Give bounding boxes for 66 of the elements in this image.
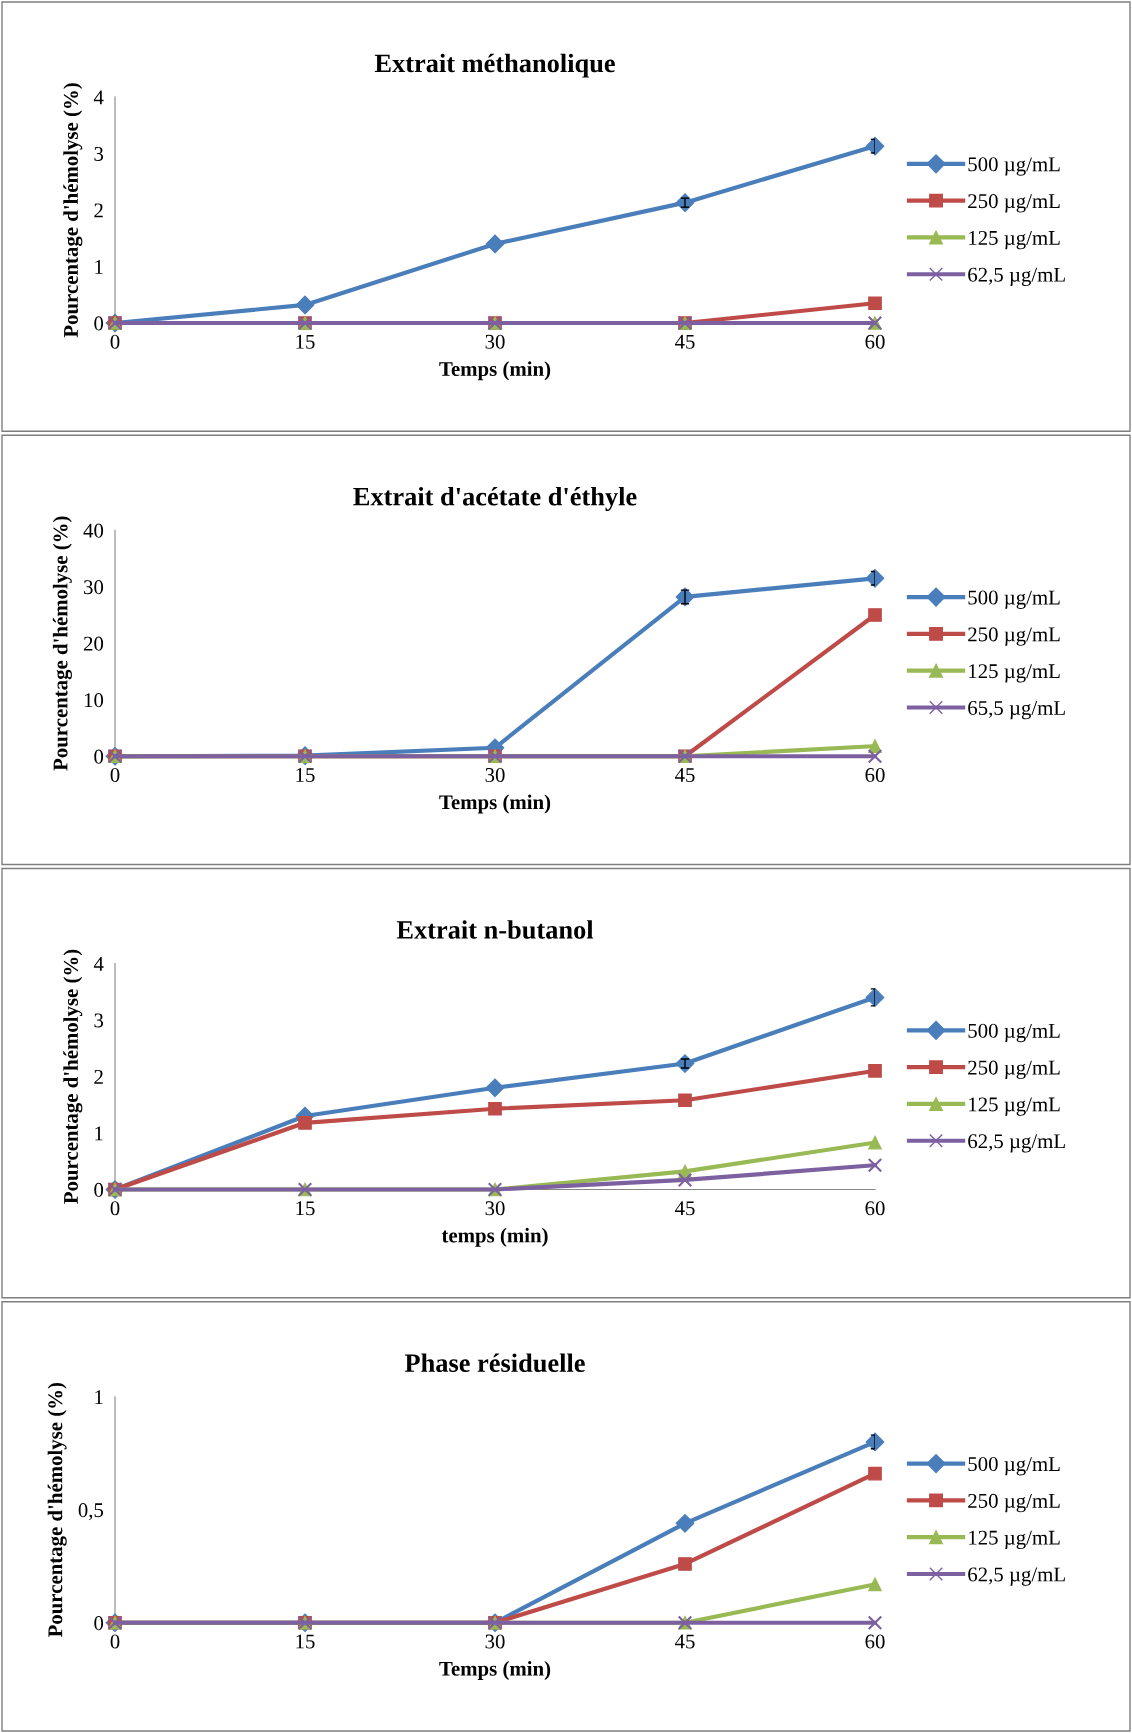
x-tick-label: 0 xyxy=(110,334,120,349)
x-tick-label: 30 xyxy=(485,1634,505,1649)
x-tick-label: 45 xyxy=(674,768,695,783)
legend-label: 250 µg/mL xyxy=(968,1060,1060,1079)
x-tick-label: 60 xyxy=(865,767,885,783)
x-tick-label: 30 xyxy=(485,334,505,349)
y-axis-title: Pourcentage d'hémolyse (%) xyxy=(63,83,83,338)
legend-label: 62,5 µg/mL xyxy=(968,1567,1065,1586)
chart-title: Phase résiduelle xyxy=(404,1353,585,1373)
y-tick-label: 4 xyxy=(93,957,104,971)
y-tick-label: 3 xyxy=(94,146,104,161)
legend-label: 125 µg/mL xyxy=(969,664,1060,683)
y-axis-title: Pourcentage d'hémolyse (%) xyxy=(47,1382,67,1638)
legend-label: 125 µg/mL xyxy=(969,1097,1060,1116)
legend-label: 62,5 µg/mL xyxy=(968,1134,1065,1153)
chart-title: Extrait d'acétate d'éthyle xyxy=(353,486,637,511)
y-tick-label: 0 xyxy=(94,316,104,331)
x-tick-label: 15 xyxy=(296,1634,315,1649)
y-tick-label: 20 xyxy=(83,636,104,651)
y-tick-label: 3 xyxy=(94,1013,104,1028)
legend-label: 500 µg/mL xyxy=(968,590,1060,609)
legend-label: 500 µg/mL xyxy=(968,157,1060,176)
legend-label: 65,5 µg/mL xyxy=(968,700,1065,720)
y-tick-label: 1 xyxy=(95,1126,103,1141)
x-tick-label: 30 xyxy=(485,767,505,783)
y-tick-label: 2 xyxy=(94,203,103,218)
legend-label: 500 µg/mL xyxy=(968,1023,1060,1043)
y-axis-title: Pourcentage d'hémolyse (%) xyxy=(52,516,72,771)
y-tick-label: 0,5 xyxy=(78,1503,104,1521)
x-tick-label: 45 xyxy=(674,334,695,349)
y-tick-label: 1 xyxy=(95,1390,103,1404)
legend-label: 125 µg/mL xyxy=(969,1530,1060,1549)
x-axis-title: Temps (min) xyxy=(439,794,551,814)
x-tick-label: 30 xyxy=(485,1201,505,1216)
legend-label: 250 µg/mL xyxy=(968,627,1060,646)
x-tick-label: 45 xyxy=(674,1634,695,1649)
y-tick-label: 2 xyxy=(94,1069,103,1084)
legend-label: 125 µg/mL xyxy=(969,230,1060,250)
chart-title: Extrait méthanolique xyxy=(374,53,615,78)
legend-label: 250 µg/mL xyxy=(968,1493,1060,1513)
x-tick-label: 15 xyxy=(296,334,315,349)
y-tick-label: 0 xyxy=(94,749,104,764)
y-tick-label: 0 xyxy=(94,1182,104,1197)
x-tick-label: 60 xyxy=(865,1634,885,1649)
x-axis-title: temps (min) xyxy=(441,1227,548,1247)
legend-label: 250 µg/mL xyxy=(968,194,1060,213)
chart-title: Extrait n-butanol xyxy=(396,920,594,939)
y-tick-label: 0 xyxy=(94,1616,104,1631)
x-tick-label: 0 xyxy=(110,767,120,783)
y-tick-label: 30 xyxy=(84,580,104,595)
x-tick-label: 60 xyxy=(865,1201,885,1216)
x-tick-label: 60 xyxy=(865,334,885,349)
x-tick-label: 45 xyxy=(674,1201,695,1216)
y-axis-title: Pourcentage d'hémolyse (%) xyxy=(63,949,83,1204)
legend-label: 62,5 µg/mL xyxy=(968,267,1065,287)
x-axis-title: Temps (min) xyxy=(439,1661,551,1680)
y-tick-label: 4 xyxy=(93,90,104,105)
x-tick-label: 15 xyxy=(296,768,315,783)
x-tick-label: 0 xyxy=(110,1634,120,1649)
x-tick-label: 0 xyxy=(110,1201,120,1216)
y-tick-label: 1 xyxy=(95,259,103,274)
x-tick-label: 15 xyxy=(296,1201,315,1216)
x-axis-title: Temps (min) xyxy=(439,361,551,381)
y-tick-label: 10 xyxy=(84,693,104,708)
y-tick-label: 40 xyxy=(83,523,104,538)
legend-label: 500 µg/mL xyxy=(968,1457,1060,1476)
